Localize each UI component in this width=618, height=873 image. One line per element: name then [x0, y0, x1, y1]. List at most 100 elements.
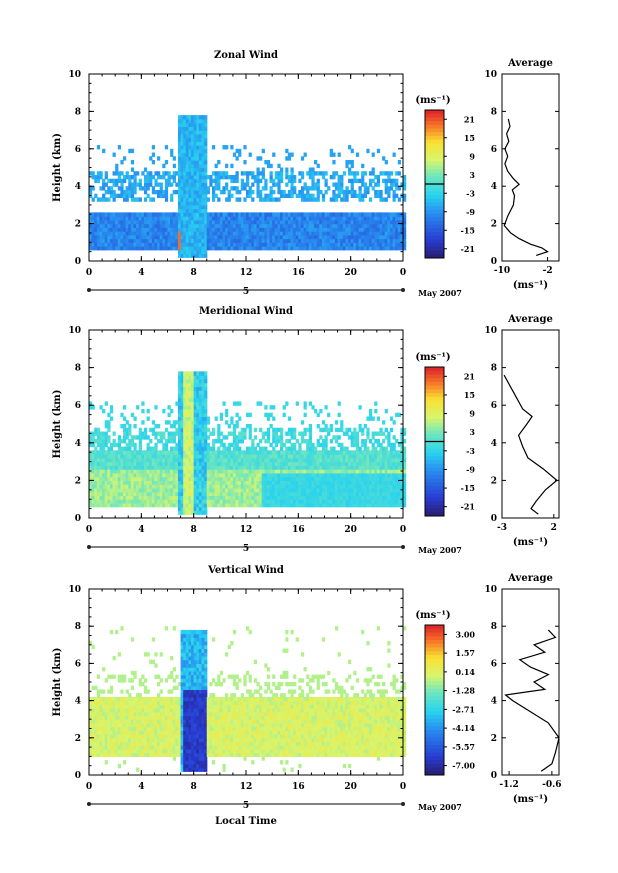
heatmap-cell: [109, 461, 114, 466]
heatmap-cell: [353, 469, 357, 474]
heatmap-cell: [256, 156, 260, 161]
heatmap-cell: [387, 484, 391, 489]
heatmap-cell: [180, 424, 184, 429]
heatmap-cell: [287, 427, 292, 433]
heatmap-cell: [374, 454, 378, 459]
heatmap-cell: [376, 472, 381, 478]
heatmap-cell: [170, 197, 174, 202]
heatmap-cell: [290, 212, 294, 217]
heatmap-cell: [382, 454, 386, 459]
heatmap-cell: [193, 424, 197, 429]
heatmap-cell: [332, 480, 336, 485]
heatmap-cell: [384, 197, 388, 202]
heatmap-cell: [259, 461, 263, 466]
heatmap-cell: [109, 189, 114, 195]
heatmap-cell: [225, 484, 229, 489]
heatmap-cell: [164, 457, 169, 463]
heatmap-cell: [371, 171, 375, 176]
heatmap-cell: [183, 499, 187, 504]
heatmap-cell: [170, 242, 174, 247]
heatmap-cell: [198, 212, 203, 217]
heatmap-cell: [243, 469, 247, 474]
heatmap-cell: [253, 238, 258, 243]
heatmap-cell: [321, 502, 326, 508]
heatmap-cell: [222, 487, 226, 493]
heatmap-cell: [300, 469, 305, 474]
heatmap-cell: [112, 219, 116, 225]
heatmap-cell: [183, 416, 187, 421]
heatmap-cell: [175, 431, 179, 436]
heatmap-cell: [123, 450, 127, 455]
heatmap-cell: [196, 141, 200, 146]
heatmap-cell: [120, 227, 124, 232]
heatmap-cell: [314, 238, 318, 243]
heatmap-cell: [316, 442, 320, 448]
heatmap-cell: [217, 242, 221, 247]
heatmap-cell: [191, 454, 195, 459]
heatmap-cell: [397, 171, 401, 176]
heatmap-cell: [321, 246, 326, 251]
heatmap-cell: [348, 476, 352, 481]
heatmap-cell: [374, 238, 378, 243]
heatmap-cell: [149, 469, 153, 474]
heatmap-cell: [293, 480, 297, 485]
heatmap-cell: [211, 480, 216, 485]
heatmap-cell: [157, 450, 161, 455]
heatmap-cell: [324, 427, 328, 433]
heatmap-cell: [366, 238, 370, 243]
heatmap-cell: [109, 242, 114, 247]
heatmap-cell: [96, 219, 101, 225]
colorbar-segment: [425, 158, 444, 163]
heatmap-cell: [230, 246, 234, 251]
heatmap-cell: [120, 223, 124, 228]
heatmap-cell: [235, 156, 239, 161]
heatmap-cell: [157, 193, 161, 199]
heatmap-cell: [206, 212, 210, 217]
heatmap-cell: [170, 491, 174, 497]
heatmap-cell: [285, 487, 289, 493]
heatmap-cell: [172, 446, 176, 451]
colorbar-segment: [425, 213, 444, 218]
heatmap-cell: [348, 469, 352, 474]
heatmap-cell: [261, 476, 265, 481]
heatmap-cell: [350, 480, 354, 485]
heatmap-cell: [201, 371, 205, 376]
heatmap-cell: [96, 450, 101, 455]
heatmap-cell: [238, 219, 242, 225]
heatmap-cell: [355, 431, 360, 436]
heatmap-cell: [175, 502, 179, 508]
heatmap-cell: [128, 457, 132, 463]
heatmap-cell: [204, 480, 208, 485]
heatmap-cell: [348, 461, 352, 466]
heatmap-cell: [151, 499, 156, 504]
heatmap-cell: [266, 495, 271, 500]
heatmap-cell: [211, 502, 216, 508]
heatmap-cell: [340, 502, 344, 508]
heatmap-cell: [170, 238, 174, 243]
heatmap-cell: [201, 397, 205, 403]
heatmap-cell: [180, 435, 184, 440]
heatmap-cell: [128, 431, 132, 436]
heatmap-cell: [191, 171, 195, 176]
heatmap-cell: [94, 212, 98, 217]
heatmap-cell: [287, 457, 292, 463]
heatmap-cell: [371, 227, 375, 232]
heatmap-cell: [138, 435, 142, 440]
heatmap-cell: [332, 502, 336, 508]
heatmap-cell: [217, 197, 221, 202]
heatmap-cell: [185, 405, 190, 410]
heatmap-cell: [136, 476, 140, 481]
heatmap-cell: [196, 193, 200, 199]
heatmap-cell: [264, 234, 268, 240]
heatmap-cell: [235, 186, 239, 191]
heatmap-cell: [172, 454, 176, 459]
heatmap-cell: [191, 130, 195, 135]
heatmap-cell: [117, 246, 121, 251]
heatmap-cell: [167, 242, 171, 247]
heatmap-cell: [133, 454, 137, 459]
heatmap-cell: [308, 401, 313, 406]
heatmap-cell: [392, 178, 396, 184]
heatmap-cell: [227, 487, 231, 493]
heatmap-cell: [290, 182, 294, 187]
heatmap-cell: [324, 216, 328, 221]
